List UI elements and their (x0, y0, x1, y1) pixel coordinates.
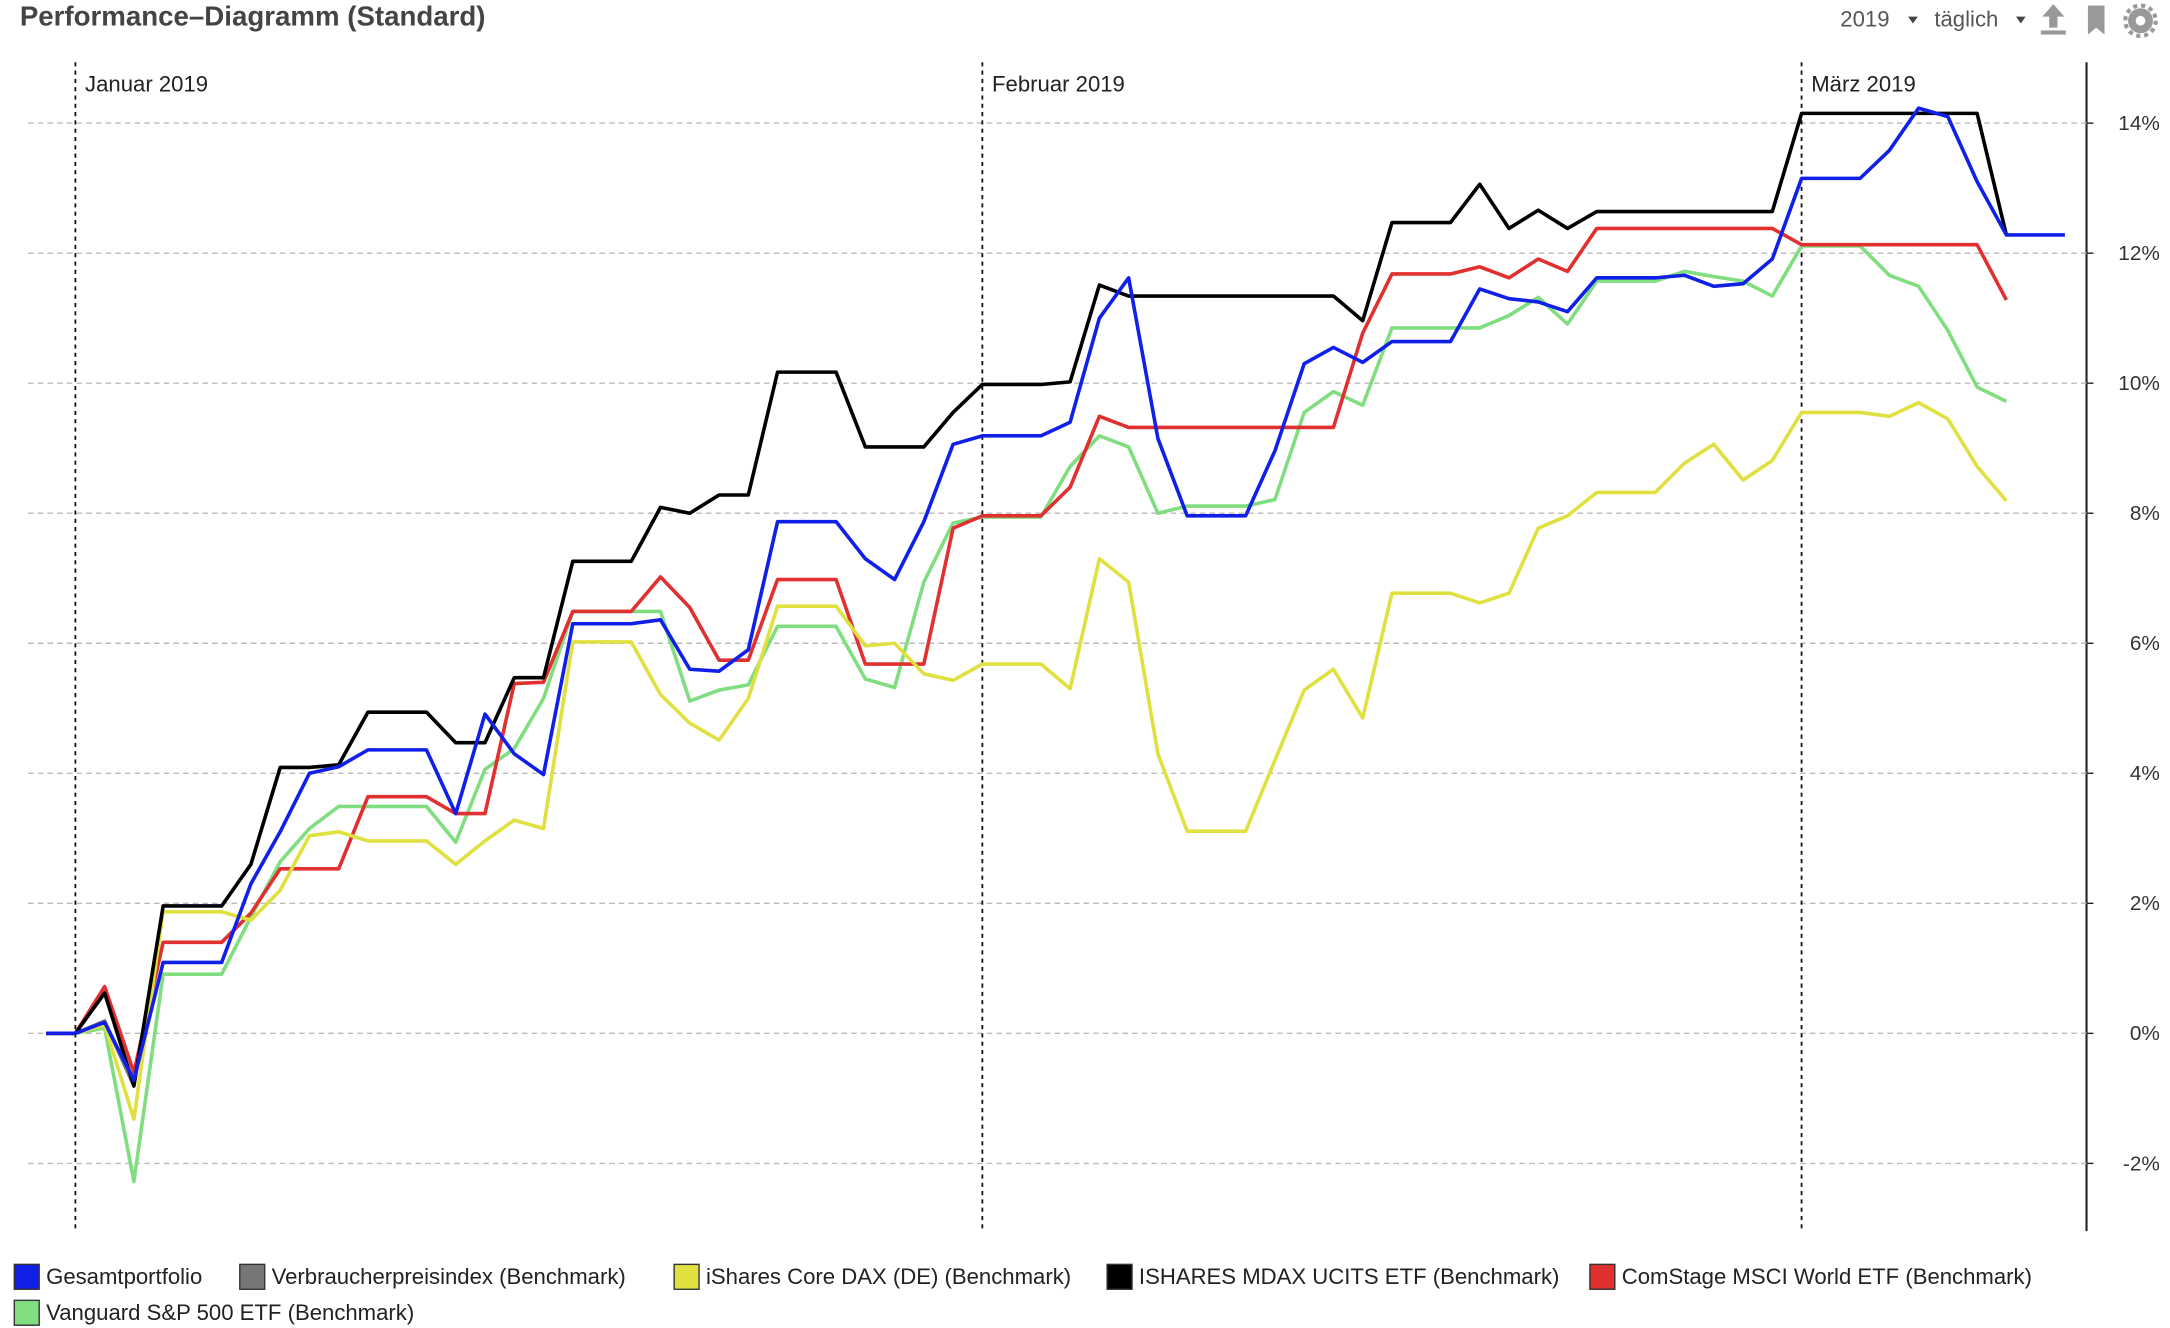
export-icon[interactable] (2040, 4, 2066, 35)
series-line (46, 111, 2009, 1088)
dropdown-arrow (1908, 16, 1918, 24)
legend-swatch (239, 1263, 266, 1290)
series-line (46, 244, 2008, 1184)
dropdown-arrow (2015, 16, 2026, 24)
legend-swatch (1589, 1263, 1616, 1290)
y-tick-label: 8% (2130, 502, 2160, 525)
y-tick-label: -2% (2123, 1152, 2160, 1175)
y-tick-label: 4% (2130, 762, 2160, 785)
month-label: Januar 2019 (85, 72, 208, 97)
legend-swatch (13, 1299, 40, 1326)
series-line (46, 400, 2008, 1121)
legend-label: iShares Core DAX (DE) (Benchmark) (706, 1264, 1071, 1289)
month-label: Februar 2019 (992, 72, 1125, 97)
legend-label: Gesamtportfolio (46, 1264, 202, 1289)
bookmark-icon[interactable] (2087, 5, 2105, 35)
legend-swatch (13, 1263, 40, 1290)
month-label: März 2019 (1811, 72, 1916, 97)
year-select[interactable]: 2019 (1840, 7, 1889, 32)
y-tick-label: 0% (2130, 1022, 2160, 1045)
legend-label: Vanguard S&P 500 ETF (Benchmark) (46, 1300, 414, 1325)
y-tick-label: 2% (2130, 892, 2160, 915)
series-line (46, 106, 2065, 1082)
chart-title: Performance–Diagramm (Standard) (20, 0, 486, 31)
y-tick-label: 10% (2118, 372, 2160, 395)
y-tick-label: 6% (2130, 632, 2160, 655)
legend-label: ComStage MSCI World ETF (Benchmark) (1622, 1264, 2032, 1289)
legend-swatch (1106, 1263, 1133, 1290)
y-tick-label: 12% (2118, 242, 2160, 265)
legend-label: ISHARES MDAX UCITS ETF (Benchmark) (1139, 1264, 1559, 1289)
series-line (46, 226, 2008, 1075)
settings-icon[interactable] (2123, 3, 2158, 39)
legend-label: Verbraucherpreisindex (Benchmark) (272, 1264, 626, 1289)
y-tick-label: 14% (2118, 112, 2160, 135)
legend-swatch (673, 1263, 700, 1290)
interval-select[interactable]: täglich (1934, 7, 1998, 32)
